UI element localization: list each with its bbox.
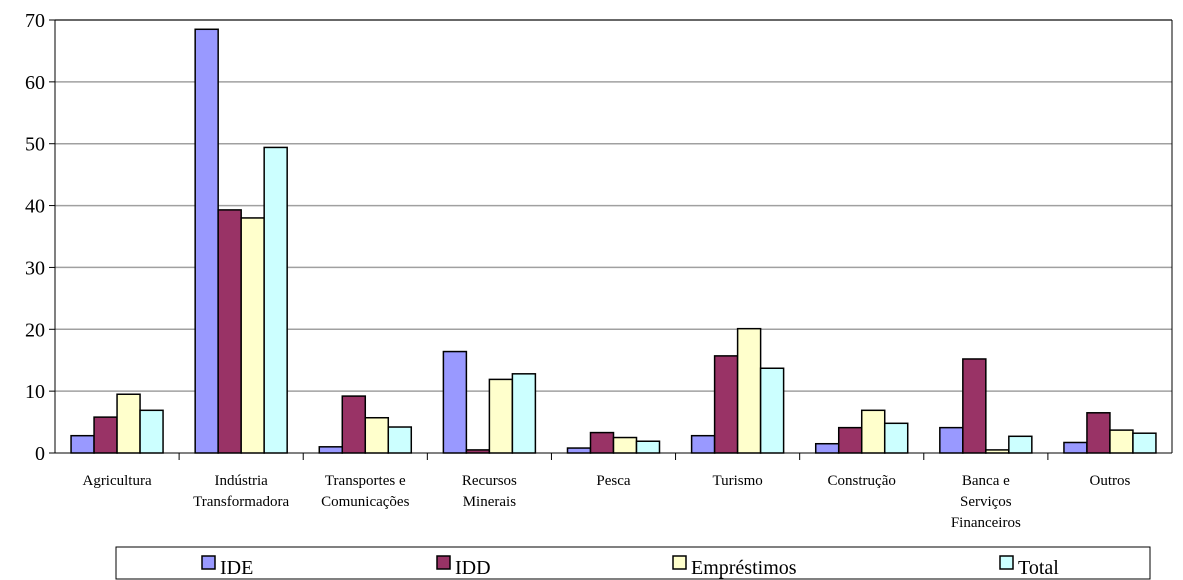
bar-emprestimos xyxy=(1109,429,1134,454)
bar-emprestimos xyxy=(240,217,265,454)
y-tick-label: 0 xyxy=(35,443,45,465)
bar-ide xyxy=(939,426,964,454)
bar-total xyxy=(883,422,909,454)
legend-swatch xyxy=(672,555,687,570)
y-tick-label: 20 xyxy=(25,319,45,341)
legend-swatch xyxy=(201,555,216,570)
y-tick-label: 70 xyxy=(25,10,45,32)
legend-swatch xyxy=(436,555,451,570)
bar-idd xyxy=(93,416,118,454)
x-tick-label: Recursos xyxy=(462,473,517,489)
bar-ide xyxy=(690,434,716,454)
x-tick-label: Serviços xyxy=(960,494,1012,510)
bar-emprestimos xyxy=(116,393,141,454)
x-tick-label: Comunicações xyxy=(321,494,409,510)
axes xyxy=(49,19,1173,460)
x-tick-label: Transformadora xyxy=(193,494,289,510)
bar-ide xyxy=(1063,441,1088,454)
y-tick-label: 10 xyxy=(25,381,45,403)
bar-emprestimos xyxy=(488,378,514,454)
bar-total xyxy=(387,426,413,454)
bar-total xyxy=(635,440,661,454)
legend-box xyxy=(115,546,1151,580)
bar-idd xyxy=(962,358,987,454)
x-tick-label: Minerais xyxy=(463,494,516,510)
bar-ide xyxy=(70,434,95,454)
bar-emprestimos xyxy=(860,409,886,454)
bar-idd xyxy=(217,209,242,454)
bar-idd xyxy=(589,431,615,454)
x-tick-label: Turismo xyxy=(712,473,762,489)
legend-label: IDD xyxy=(455,557,491,579)
bar-idd xyxy=(837,426,863,454)
legend: IDE IDD Empréstimos Total xyxy=(115,546,1151,580)
y-tick-label: 60 xyxy=(25,72,45,94)
bar-total xyxy=(1008,435,1033,454)
x-tick-labels: Agricultura Indústria Transformadora Transp… xyxy=(82,473,1130,531)
bar-total xyxy=(511,373,537,454)
bar-ide xyxy=(318,446,344,454)
bar-ide xyxy=(194,28,219,454)
bar-emprestimos xyxy=(612,436,638,454)
bar-total xyxy=(263,146,288,454)
legend-swatch xyxy=(999,555,1014,570)
legend-label: IDE xyxy=(220,557,253,579)
bar-idd xyxy=(341,395,367,454)
x-tick-label: Transportes e xyxy=(325,473,406,489)
legend-label: Total xyxy=(1018,557,1059,579)
x-tick-label: Indústria xyxy=(215,473,269,489)
y-tick-label: 30 xyxy=(25,257,45,279)
y-tick-labels: 0 10 20 30 40 50 60 70 xyxy=(25,10,45,465)
legend-label: Empréstimos xyxy=(691,557,797,579)
bar-ide xyxy=(566,447,592,454)
x-tick-label: Pesca xyxy=(596,473,630,489)
bar-ide xyxy=(442,350,468,454)
bar-emprestimos xyxy=(736,327,762,454)
x-tick-label: Financeiros xyxy=(951,515,1021,531)
x-tick-label: Construção xyxy=(828,473,896,489)
x-tick-label: Outros xyxy=(1090,473,1131,489)
y-tick-label: 40 xyxy=(25,196,45,218)
y-tick-label: 50 xyxy=(25,134,45,156)
x-tick-label: Agricultura xyxy=(82,473,151,489)
bar-total xyxy=(1132,432,1157,454)
bar-total xyxy=(139,409,164,454)
bar-total xyxy=(759,367,785,454)
bar-idd xyxy=(1086,412,1111,454)
bar-ide xyxy=(814,442,840,454)
bar-emprestimos xyxy=(364,416,390,454)
bar-idd xyxy=(713,355,739,454)
bars xyxy=(70,28,1157,454)
x-tick-label: Banca e xyxy=(962,473,1010,489)
